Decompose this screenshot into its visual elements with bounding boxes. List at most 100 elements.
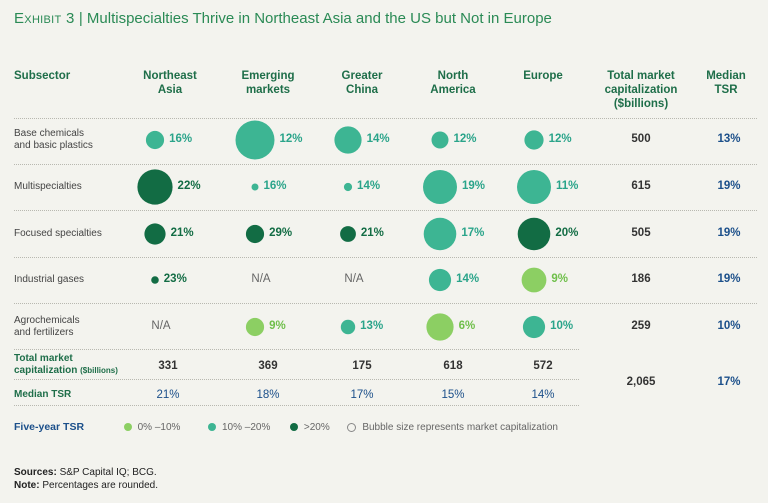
tsr-label: 16% [169, 133, 193, 145]
tsr-label: 9% [269, 320, 286, 332]
bubble [137, 169, 173, 205]
legend-high-dot [289, 423, 298, 432]
tsr-label: 20% [555, 227, 579, 239]
region-total-cap: 572 [533, 360, 553, 372]
row-label: Base chemicals and basic plastics [14, 128, 93, 151]
bubble [151, 276, 159, 284]
row-label: Agrochemicals and fertilizers [14, 315, 80, 338]
row-label: Multispecialties [14, 181, 82, 192]
bubble [517, 217, 551, 251]
header-subsector: Subsector [14, 70, 71, 82]
row-separator [14, 303, 757, 304]
header-region-4: Europe [523, 70, 563, 82]
bubble [251, 183, 259, 191]
header-region-1: Emerging markets [241, 70, 295, 96]
row-separator [14, 257, 757, 258]
tsr-label: 14% [366, 133, 390, 145]
bubble [428, 268, 452, 292]
legend-low-label: 0% –10% [137, 422, 181, 433]
tsr-label: 21% [170, 227, 194, 239]
bubble [431, 131, 449, 149]
row-label: Focused specialties [14, 228, 102, 239]
tsr-label: 21% [360, 227, 384, 239]
header-region-0: Northeast Asia [143, 70, 197, 96]
row-separator [14, 349, 579, 350]
tsr-label: 11% [555, 180, 579, 192]
row-total-cap: 259 [631, 320, 651, 332]
row-median-tsr: 10% [717, 320, 741, 332]
row-separator [14, 405, 579, 406]
legend-mid-label: 10% –20% [221, 422, 271, 433]
sources-line: Sources: S&P Capital IQ; BCG. [14, 466, 158, 479]
exhibit-label: Exhibit 3 [14, 10, 75, 27]
note-text: Percentages are rounded. [42, 480, 158, 491]
note-label: Note: [14, 480, 40, 491]
legend-high-label: >20% [303, 422, 330, 433]
tsr-label: 13% [360, 320, 384, 332]
header-region-3: North America [430, 70, 476, 96]
bubble [517, 170, 551, 204]
note-line: Note: Percentages are rounded. [14, 479, 158, 492]
title-separator: | [78, 10, 83, 27]
total-row-label-text: Total market capitalization [14, 353, 78, 376]
tsr-label: 19% [461, 180, 485, 192]
tsr-label: 23% [163, 273, 187, 285]
bubble [343, 182, 353, 192]
legend-size-note: Bubble size represents market capitaliza… [362, 422, 558, 433]
row-separator [14, 164, 757, 165]
row-median-tsr: 19% [717, 273, 741, 285]
na-cell: N/A [251, 273, 271, 285]
row-separator [14, 118, 757, 119]
bubble [522, 315, 546, 339]
region-median-tsr: 18% [256, 389, 280, 401]
bubble [334, 126, 362, 154]
sources-block: Sources: S&P Capital IQ; BCG. Note: Perc… [14, 466, 158, 492]
header-median: Median TSR [706, 70, 746, 96]
tsr-label: 12% [279, 133, 303, 145]
header-total: Total market capitalization ($billions) [604, 70, 678, 110]
row-separator [14, 379, 579, 380]
legend-low-dot [123, 423, 132, 432]
tsr-label: 16% [263, 180, 287, 192]
bubble [245, 224, 265, 244]
header-region-2: Greater China [341, 70, 383, 96]
row-total-cap: 505 [631, 227, 651, 239]
bubble [423, 170, 457, 204]
chart-title: Exhibit 3 | Multispecialties Thrive in N… [14, 10, 552, 27]
total-row-label-unit: ($billions) [80, 366, 118, 375]
row-total-cap: 500 [631, 133, 651, 145]
tsr-label: 12% [548, 133, 572, 145]
region-median-tsr: 17% [350, 389, 374, 401]
tsr-label: 22% [177, 180, 201, 192]
row-median-tsr: 19% [717, 180, 741, 192]
region-total-cap: 175 [352, 360, 372, 372]
bubble [426, 313, 454, 341]
tsr-label: 12% [453, 133, 477, 145]
bubble [144, 223, 166, 245]
region-median-tsr: 15% [441, 389, 465, 401]
row-median-tsr: 19% [717, 227, 741, 239]
sources-text: S&P Capital IQ; BCG. [59, 467, 157, 478]
tsr-label: 17% [461, 227, 485, 239]
tsr-label: 9% [551, 273, 569, 285]
tsr-label: 14% [357, 180, 381, 192]
bubble [235, 120, 275, 160]
bubble [245, 317, 265, 337]
na-cell: N/A [344, 273, 364, 285]
tsr-label: 10% [550, 320, 574, 332]
bubble [145, 130, 165, 150]
bubble [340, 226, 356, 242]
tsr-label: 14% [456, 273, 480, 285]
legend-mid-dot [207, 423, 216, 432]
row-median-tsr: 13% [717, 133, 741, 145]
na-cell: N/A [151, 320, 171, 332]
legend-title: Five-year TSR [14, 421, 85, 433]
title-text: Multispecialties Thrive in Northeast Asi… [86, 10, 552, 27]
region-total-cap: 369 [258, 360, 278, 372]
legend-size-circle-icon [347, 422, 357, 432]
row-total-cap: 615 [631, 180, 651, 192]
bubble [340, 319, 356, 335]
overall-median-tsr: 17% [717, 376, 741, 388]
region-total-cap: 618 [443, 360, 463, 372]
